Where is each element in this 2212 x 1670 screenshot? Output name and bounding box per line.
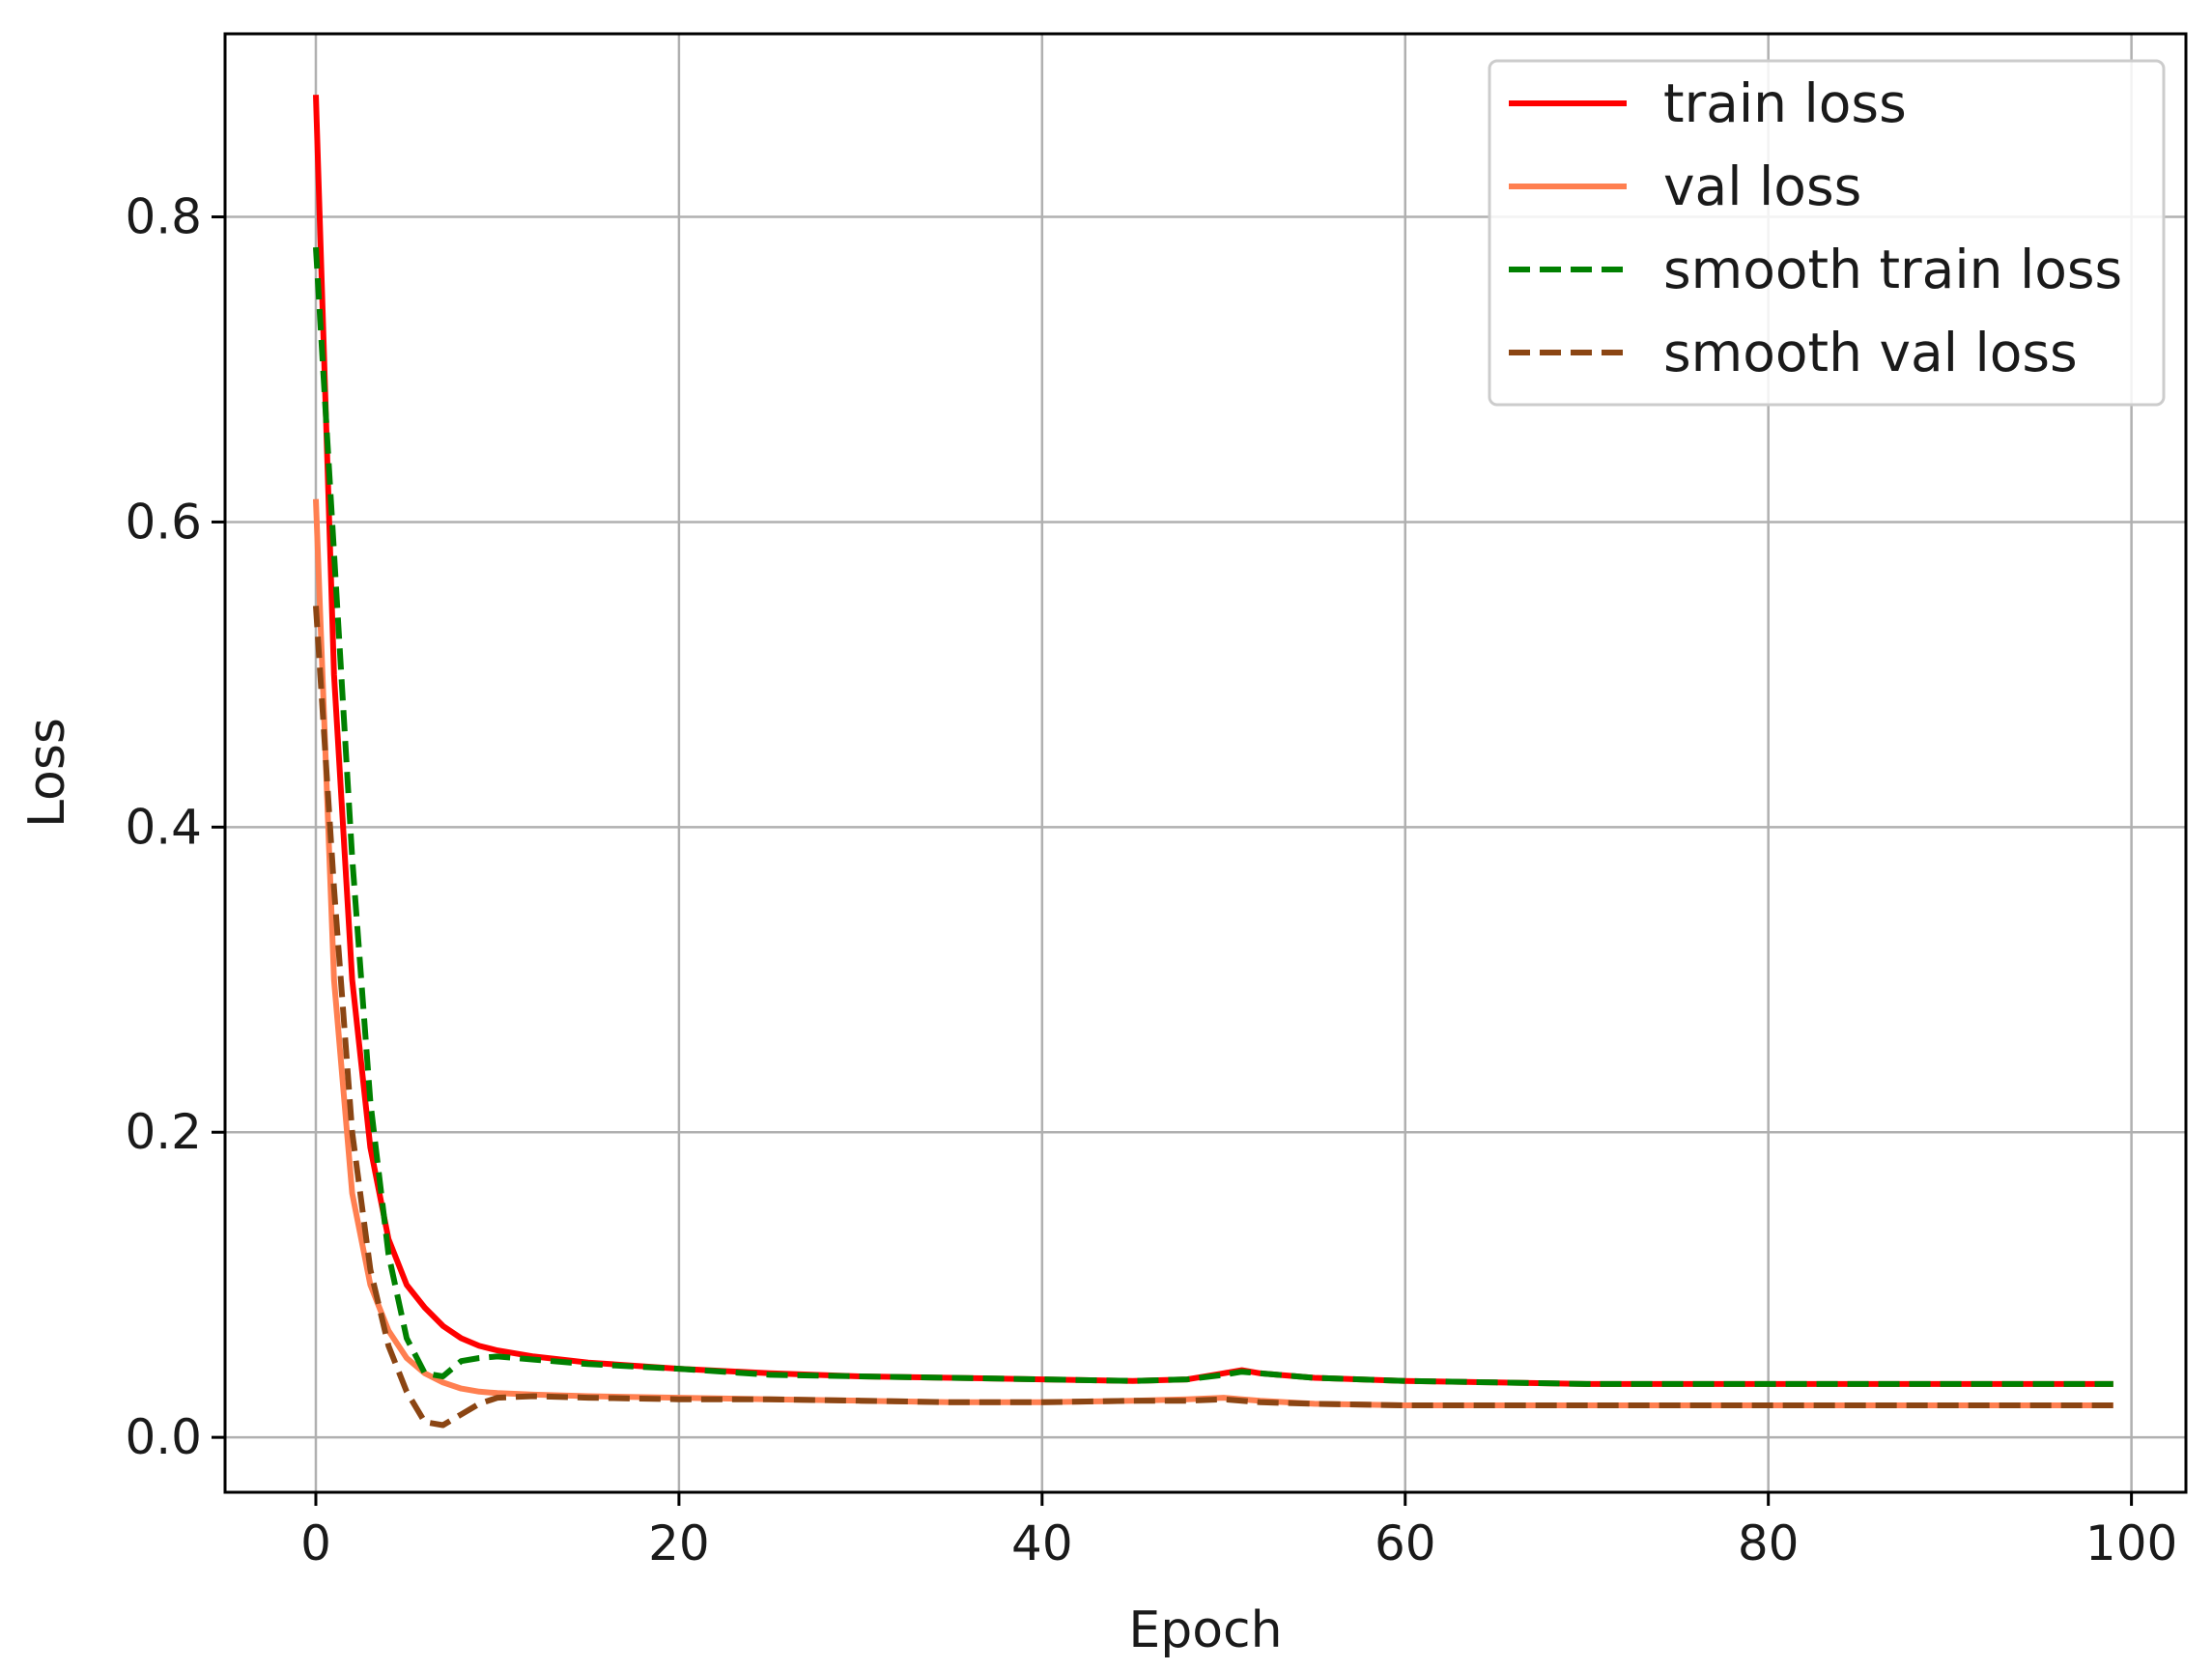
y-axis-label: Loss	[18, 718, 76, 828]
x-axis-label: Epoch	[1128, 1601, 1282, 1659]
y-tick-label: 0.4	[125, 799, 202, 855]
x-tick-label: 20	[648, 1515, 710, 1571]
y-tick-label: 0.8	[125, 189, 202, 245]
legend-label: smooth train loss	[1663, 239, 2122, 300]
legend-label: train loss	[1663, 72, 1907, 134]
x-tick-label: 100	[2085, 1515, 2177, 1571]
x-tick-label: 80	[1738, 1515, 1800, 1571]
y-tick-label: 0.2	[125, 1104, 202, 1160]
x-tick-label: 0	[300, 1515, 331, 1571]
y-tick-label: 0.6	[125, 494, 202, 550]
x-tick-label: 60	[1375, 1515, 1436, 1571]
legend-label: val loss	[1663, 156, 1861, 217]
y-tick-label: 0.0	[125, 1409, 202, 1465]
series-line-smooth-train-loss	[313, 246, 2113, 1387]
series-layer	[313, 95, 2113, 1429]
x-tick-label: 40	[1011, 1515, 1073, 1571]
series-line-smooth-val-loss	[313, 606, 2113, 1429]
plot-frame	[223, 32, 2188, 1494]
legend-box	[1488, 59, 2166, 407]
legend-label: smooth val loss	[1663, 322, 2078, 383]
axis-ticks: 0 20 40 60 80 100 0.0 0.2 0.4 0.6 0.8	[125, 189, 2177, 1571]
legend: train loss val loss smooth train loss smoot…	[1488, 59, 2166, 407]
